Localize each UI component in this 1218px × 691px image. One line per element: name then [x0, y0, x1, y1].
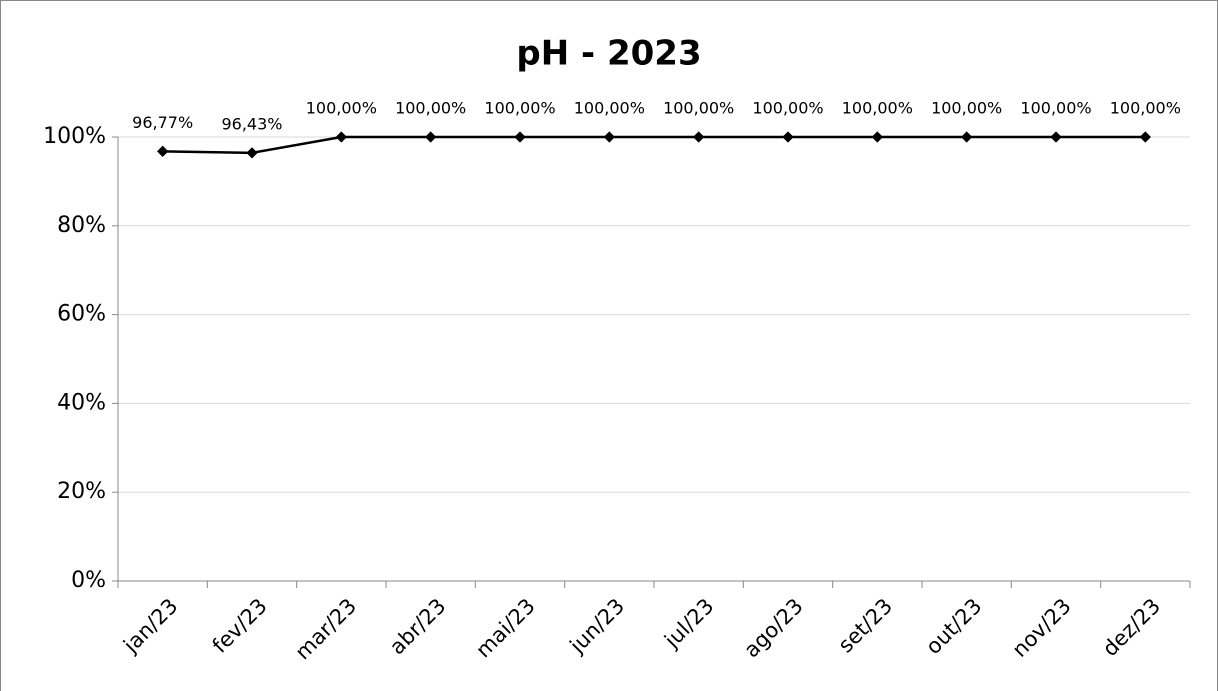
- y-tick-label: 40%: [57, 390, 106, 415]
- data-label: 100,00%: [484, 99, 555, 118]
- data-point: [335, 131, 347, 143]
- data-label: 100,00%: [842, 99, 913, 118]
- y-tick-label: 60%: [57, 302, 106, 327]
- data-line: [162, 135, 1146, 155]
- data-label: 100,00%: [574, 99, 645, 118]
- data-label: 100,00%: [395, 99, 466, 118]
- data-point: [961, 131, 973, 143]
- data-point: [1139, 131, 1151, 143]
- data-point: [514, 131, 526, 143]
- y-tick-label: 20%: [57, 479, 106, 504]
- chart-title: pH - 2023: [516, 34, 701, 74]
- data-label: 100,00%: [752, 99, 823, 118]
- data-point: [603, 131, 615, 143]
- data-point: [1050, 131, 1062, 143]
- data-point: [425, 131, 437, 143]
- data-point: [246, 147, 258, 159]
- y-tick-label: 100%: [43, 124, 106, 149]
- data-label: 96,43%: [221, 114, 282, 133]
- data-point: [693, 131, 705, 143]
- data-point: [871, 131, 883, 143]
- data-label: 100,00%: [1110, 99, 1181, 118]
- data-point: [782, 131, 794, 143]
- data-label: 100,00%: [1020, 99, 1091, 118]
- y-tick-label: 80%: [57, 213, 106, 238]
- data-point: [157, 145, 169, 157]
- data-label: 100,00%: [931, 99, 1002, 118]
- data-label: 100,00%: [663, 99, 734, 118]
- data-label: 96,77%: [132, 113, 193, 132]
- data-label: 100,00%: [306, 99, 377, 118]
- y-tick-label: 0%: [71, 568, 106, 593]
